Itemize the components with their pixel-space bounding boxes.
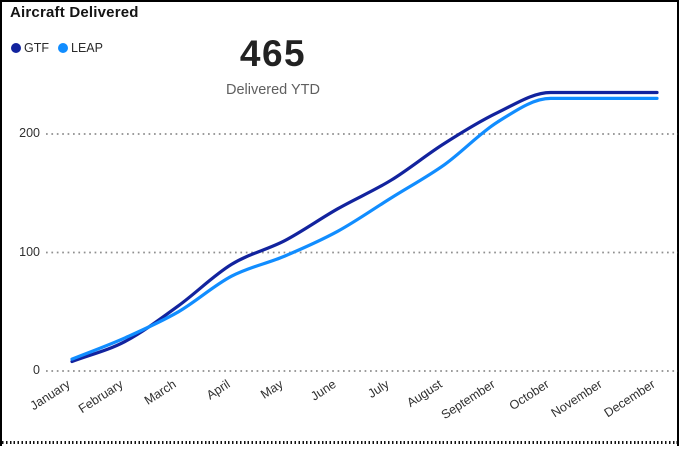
legend-item-leap[interactable]: LEAP <box>58 41 103 55</box>
gtf-series-dot-icon <box>11 43 21 53</box>
kpi-card: 465 Delivered YTD <box>226 35 320 98</box>
legend-label-leap: LEAP <box>71 41 103 55</box>
legend-item-gtf[interactable]: GTF <box>11 41 49 55</box>
legend: GTF LEAP <box>11 41 103 55</box>
series-line-gtf[interactable] <box>70 90 659 364</box>
y-tick-label-200: 200 <box>19 126 40 140</box>
y-tick-label-100: 100 <box>19 244 40 259</box>
series-line-leap[interactable] <box>70 96 659 361</box>
page-title: Aircraft Delivered <box>10 4 139 21</box>
kpi-value: 465 <box>239 33 307 74</box>
kpi-label: Delivered YTD <box>225 82 321 98</box>
y-tick-label-0: 0 <box>33 363 40 377</box>
leap-series-dot-icon <box>58 43 68 53</box>
legend-label-gtf: GTF <box>24 41 49 55</box>
card-bottom-dashed-border <box>2 441 677 444</box>
